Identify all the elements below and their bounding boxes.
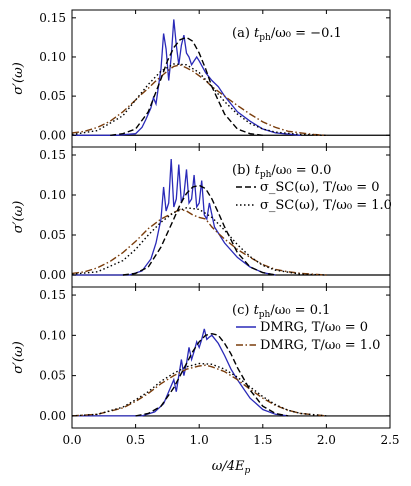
- series-sc-T1: [72, 362, 327, 417]
- legend-label: σ_SC(ω), T/ω₀ = 1.0: [260, 198, 392, 213]
- y-tick-label: 0.00: [39, 268, 66, 282]
- axes-frame: [71, 9, 391, 148]
- series-dmrg-T1: [72, 208, 327, 276]
- y-tick-label: 0.05: [39, 228, 66, 242]
- panel-label: (b) tph​/ω₀ = 0.0: [232, 163, 331, 180]
- y-axis-label: σ′(ω): [11, 341, 26, 374]
- y-tick-label: 0.00: [39, 128, 66, 142]
- y-tick-label: 0.10: [39, 50, 66, 64]
- legend-label: σ_SC(ω), T/ω₀ = 0: [260, 180, 380, 195]
- axes-frame: [71, 146, 391, 288]
- x-axis-label: ω/4Ep​: [212, 459, 251, 476]
- panel-a: 0.00 0.05 0.10 0.15 σ′(ω) (a) tph​/ω₀ = −0.1: [11, 9, 391, 148]
- x-tick-label: 2.5: [380, 433, 399, 447]
- y-tick-label: 0.00: [39, 409, 66, 423]
- series-sc-T1: [72, 207, 327, 276]
- series-dmrg-T0: [72, 158, 276, 276]
- panel-b: 0.000.050.100.15σ′(ω)(b) tph​/ω₀ = 0.0σ_…: [11, 146, 392, 288]
- x-tick-label: 0.5: [126, 433, 145, 447]
- panel-label: (c) tph​/ω₀ = 0.1: [232, 303, 330, 320]
- y-tick-label: 0.05: [39, 89, 66, 103]
- series-sc-T0: [122, 184, 276, 276]
- y-tick-label: 0.05: [39, 369, 66, 383]
- x-tick-label: 2.0: [317, 433, 336, 447]
- y-tick-label: 0.15: [39, 148, 66, 162]
- y-tick-label: 0.15: [39, 288, 66, 302]
- y-tick-label: 0.10: [39, 188, 66, 202]
- y-tick-label: 0.10: [39, 328, 66, 342]
- panel-c: 0.00 0.05 0.10 0.15 0.0 0.5 1.0 1.5 2.0 2.5 ω/4Ep​…: [11, 286, 400, 476]
- series-dmrg-T0: [72, 328, 289, 417]
- series-sc-T1: [72, 63, 327, 136]
- legend-label: DMRG, T/ω₀ = 0: [260, 320, 368, 335]
- axes-frame: [71, 286, 391, 429]
- legend-label: DMRG, T/ω₀ = 1.0: [260, 338, 380, 353]
- series-dmrg-T1: [72, 64, 327, 136]
- x-tick-label: 1.5: [253, 433, 272, 447]
- series-dmrg-T1: [72, 364, 327, 417]
- series-sc-T0: [110, 36, 263, 136]
- panel-label: (a) tph​/ω₀ = −0.1: [232, 26, 342, 43]
- x-tick-label: 1.0: [190, 433, 209, 447]
- series-sc-T0: [135, 332, 289, 417]
- x-tick-label: 0.0: [62, 433, 81, 447]
- y-axis-label: σ′(ω): [11, 62, 26, 95]
- y-axis-label: σ′(ω): [11, 201, 26, 234]
- y-tick-label: 0.15: [39, 11, 66, 25]
